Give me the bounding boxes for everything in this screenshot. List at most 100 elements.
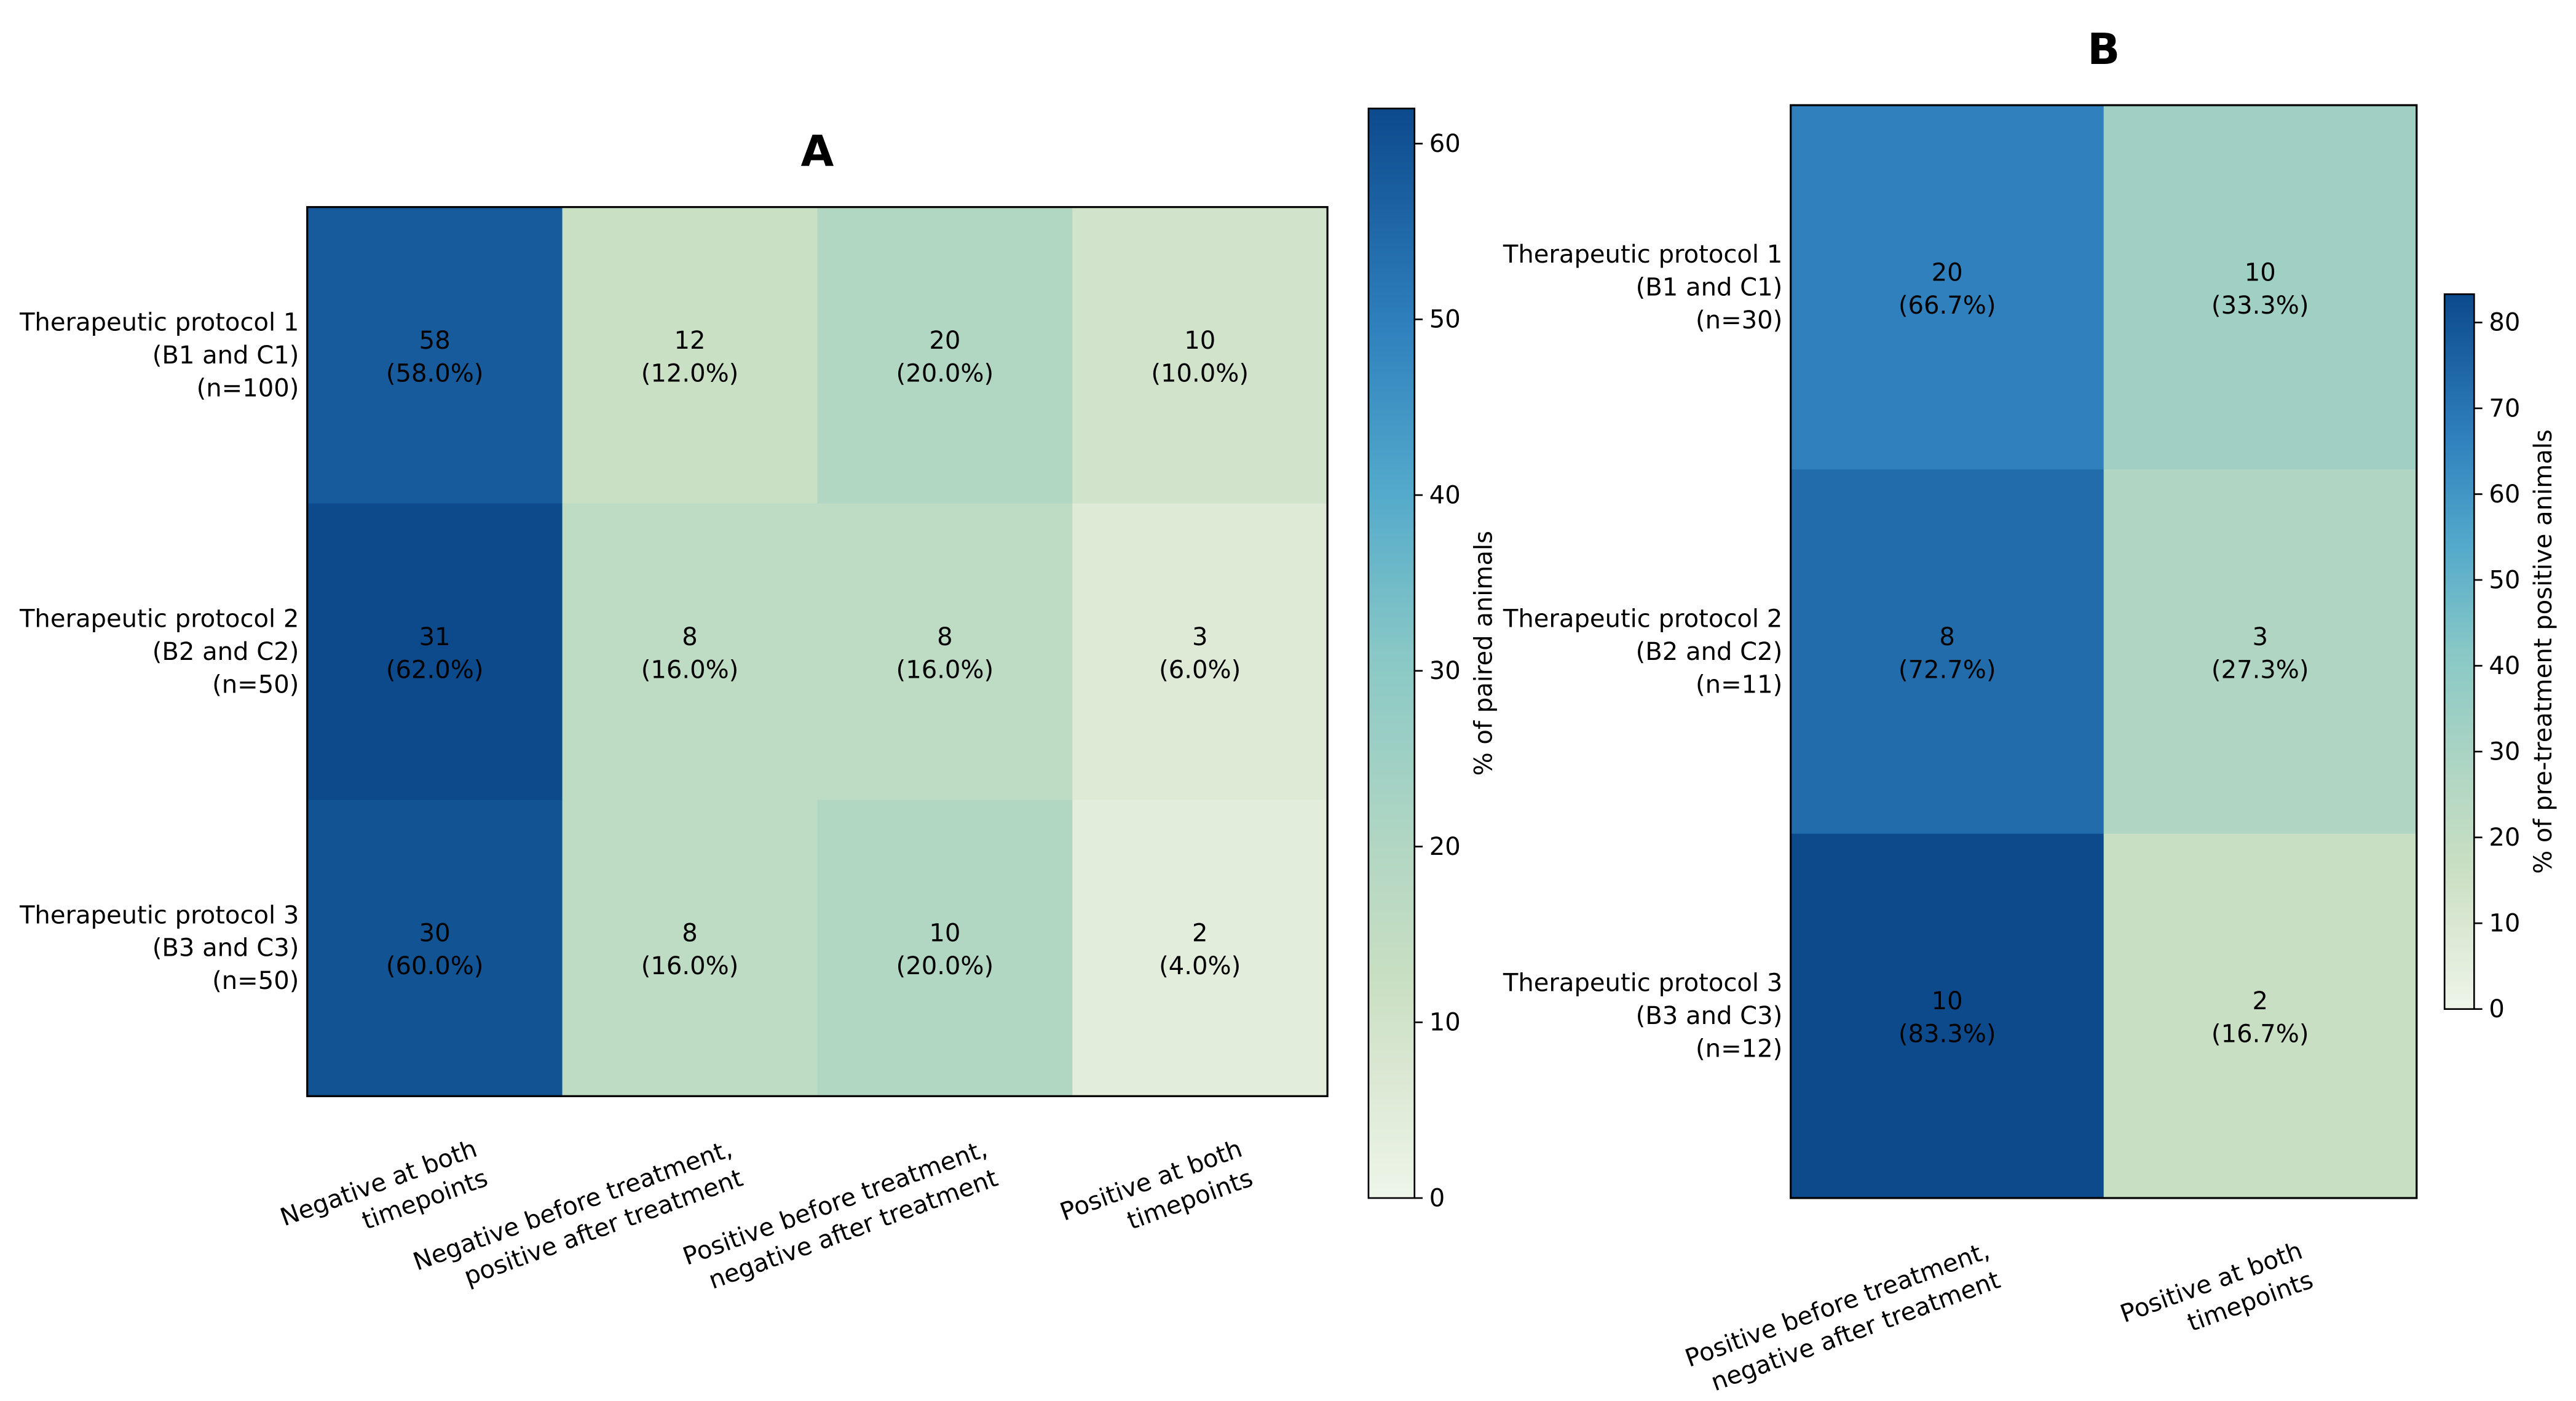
heatmap-cell: 58 (58.0%)	[307, 207, 563, 504]
colorbar-tick-label: 0	[2489, 995, 2505, 1023]
y-tick-label-line: (B1 and C1)	[1636, 274, 1783, 302]
y-tick-label-line: Therapeutic protocol 3	[19, 901, 299, 929]
colorbar-tick-label: 50	[2489, 566, 2520, 594]
colorbar-tick-label: 10	[2489, 910, 2520, 938]
colorbar-tick-label: 20	[2489, 824, 2520, 852]
cell-percent-label: (6.0%)	[1159, 656, 1241, 684]
y-tick-label-line: (n=50)	[212, 967, 299, 995]
cell-count-label: 30	[419, 919, 451, 948]
cell-percent-label: (16.0%)	[641, 952, 739, 980]
heatmap-cell-fill	[562, 207, 818, 504]
panel-a-heatmap: A58(58.0%)12(12.0%)20(20.0%)10(10.0%)The…	[19, 108, 1498, 1295]
heatmap-cell-fill	[817, 503, 1073, 801]
y-tick-label-line: (n=50)	[212, 670, 299, 699]
y-tick-label-line: Therapeutic protocol 3	[1503, 969, 1782, 998]
colorbar-gradient	[1367, 108, 1416, 1199]
y-tick-label: Therapeutic protocol 3 (B3 and C3) (n=12)	[1503, 969, 1782, 1063]
heatmap-cell-fill	[817, 207, 1073, 504]
cell-percent-label: (58.0%)	[386, 359, 484, 387]
colorbar-label: % of pre-treatment positive animals	[2529, 429, 2558, 874]
heatmap-cell-fill	[307, 800, 563, 1097]
cell-percent-label: (33.3%)	[2211, 292, 2309, 320]
y-tick-label-line: (n=12)	[1696, 1035, 1782, 1063]
heatmap-cell-fill	[2103, 833, 2418, 1199]
heatmap-cell: 10 (33.3%)	[2103, 105, 2418, 470]
cell-count-label: 2	[1192, 919, 1208, 948]
heatmap-cell-fill	[562, 800, 818, 1097]
y-tick-label: Therapeutic protocol 3 (B3 and C3) (n=50)	[19, 901, 299, 995]
heatmap-cell: 8 (72.7%)	[1790, 469, 2105, 835]
cell-count-label: 12	[674, 327, 706, 355]
y-tick-label: Therapeutic protocol 2 (B2 and C2) (n=50)	[19, 605, 299, 699]
heatmap-cell-fill	[1790, 469, 2105, 835]
heatmap-cell: 12 (12.0%)	[562, 207, 818, 504]
colorbar-tick-label: 50	[1429, 306, 1461, 334]
panel-title: B	[2087, 25, 2120, 74]
cell-count-label: 10	[2245, 258, 2276, 287]
heatmap-cell: 3 (27.3%)	[2103, 469, 2418, 835]
heatmap-cell: 20 (20.0%)	[817, 207, 1073, 504]
cell-count-label: 3	[2252, 623, 2268, 651]
heatmap-cell-fill	[1072, 207, 1329, 504]
heatmap-cell-fill	[307, 207, 563, 504]
heatmap-cell: 2 (4.0%)	[1072, 800, 1329, 1097]
y-tick-label-line: (n=11)	[1696, 670, 1782, 699]
y-tick-label-line: (B3 and C3)	[152, 934, 299, 962]
y-tick-label-line: (n=100)	[197, 374, 299, 402]
x-tick-label: Positive before treatment,negative after…	[1681, 1237, 2004, 1401]
cell-percent-label: (72.7%)	[1898, 656, 1996, 684]
heatmap-cell: 3 (6.0%)	[1072, 503, 1329, 801]
cell-percent-label: (16.7%)	[2211, 1020, 2309, 1049]
y-tick-label-line: (B2 and C2)	[152, 638, 299, 666]
cell-percent-label: (27.3%)	[2211, 656, 2309, 684]
cell-count-label: 8	[937, 623, 953, 651]
heatmap-frame	[306, 206, 1329, 1097]
x-tick-label: Positive at bothtimepoints	[1056, 1135, 1257, 1256]
y-tick-label-line: Therapeutic protocol 2	[19, 605, 299, 633]
colorbar: 0 10 20 30 40 50 60 % of paired animals	[1367, 108, 1498, 1212]
heatmap-cell-fill	[1790, 105, 2105, 470]
colorbar-label: % of paired animals	[1469, 531, 1498, 776]
heatmap-cell-fill	[817, 800, 1073, 1097]
colorbar-tick-label: 0	[1429, 1184, 1445, 1212]
heatmap-cell-fill	[2103, 469, 2418, 835]
cell-percent-label: (83.3%)	[1898, 1020, 1996, 1049]
cell-count-label: 10	[1184, 327, 1215, 355]
cell-count-label: 31	[419, 623, 451, 651]
heatmap-cell-fill	[1072, 800, 1329, 1097]
colorbar: 0 10 20 30 40 50 60 70 80 % of pre-treatment posi…	[2443, 293, 2558, 1023]
cell-percent-label: (62.0%)	[386, 656, 484, 684]
y-tick-label-line: (n=30)	[1696, 306, 1782, 335]
heatmap-cell: 8 (16.0%)	[817, 503, 1073, 801]
cell-count-label: 58	[419, 327, 451, 355]
colorbar-tick-label: 20	[1429, 833, 1461, 861]
panel-b-heatmap: B 20(66.7%) 10 (33.3%) Therapeutic protocol …	[1503, 25, 2558, 1401]
cell-percent-label: (12.0%)	[641, 359, 739, 387]
y-tick-label-line: (B2 and C2)	[1636, 638, 1783, 666]
cell-count-label: 8	[1939, 623, 1955, 651]
cell-count-label: 20	[1932, 258, 1963, 287]
heatmap-cell: 8 (16.0%)	[562, 800, 818, 1097]
cell-percent-label: (16.0%)	[896, 656, 994, 684]
x-tick-label: Positive at bothtimepoints	[2117, 1237, 2317, 1358]
cell-percent-label: (16.0%)	[641, 656, 739, 684]
colorbar-tick-label: 40	[2489, 652, 2520, 680]
heatmap-cell-fill	[307, 503, 563, 801]
colorbar-tick-label: 60	[2489, 480, 2520, 509]
heatmap-cell: 20 (66.7%)	[1790, 105, 2105, 470]
heatmap-cell: 10 (83.3%)	[1790, 833, 2105, 1199]
cell-count-label: 20	[929, 327, 960, 355]
y-tick-label-line: (B1 and C1)	[152, 341, 299, 370]
cell-count-label: 2	[2252, 987, 2268, 1015]
colorbar-tick-label: 10	[1429, 1009, 1461, 1037]
cell-count-label: 10	[1932, 987, 1963, 1015]
cell-percent-label: (4.0%)	[1159, 952, 1241, 980]
cell-count-label: 8	[682, 623, 698, 651]
heatmap-cell-fill	[2103, 105, 2418, 470]
y-tick-label: Therapeutic protocol 1 (B1 and C1) (n=100)	[19, 309, 299, 403]
cell-count-label: 8	[682, 919, 698, 948]
cell-count-label: 3	[1192, 623, 1208, 651]
colorbar-tick-label: 70	[2489, 394, 2520, 423]
y-tick-label-line: Therapeutic protocol 1	[19, 309, 299, 337]
